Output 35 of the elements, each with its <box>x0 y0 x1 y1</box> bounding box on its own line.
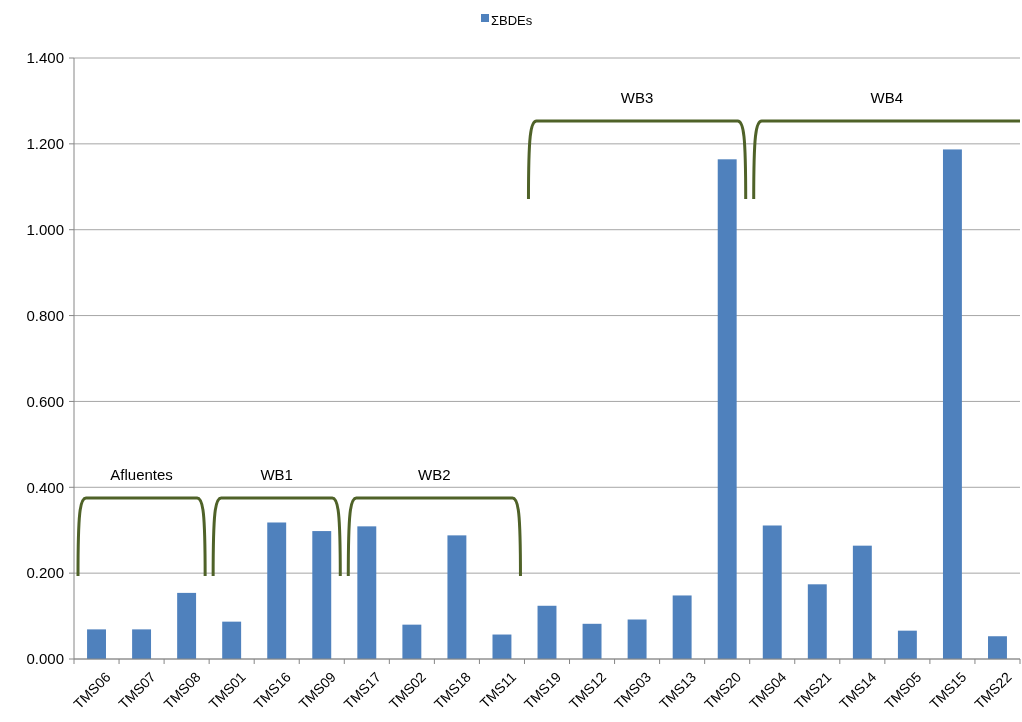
bar <box>717 159 737 659</box>
y-tick-label: 0.800 <box>26 306 64 324</box>
bar <box>177 592 197 659</box>
bar <box>402 624 422 659</box>
bar <box>762 525 782 659</box>
y-tick-label: 0.600 <box>26 392 64 410</box>
annotation: Afluentes <box>110 466 173 483</box>
bar <box>222 621 242 659</box>
bar <box>627 619 647 659</box>
annotation: WB4 <box>870 89 904 106</box>
y-tick-label: 1.400 <box>26 49 64 67</box>
annotation: WB3 <box>620 89 654 106</box>
annotation: WB2 <box>418 466 451 483</box>
bar <box>807 584 827 659</box>
bar <box>312 531 332 659</box>
bar <box>447 535 467 659</box>
annotation: WB1 <box>260 466 293 483</box>
bar <box>492 634 512 659</box>
bar <box>942 149 962 659</box>
bar <box>897 630 917 659</box>
y-tick-label: 0.200 <box>26 564 64 582</box>
bar <box>672 595 692 659</box>
bar <box>582 623 602 659</box>
y-tick-label: 1.000 <box>26 220 64 238</box>
bar <box>357 526 377 659</box>
y-tick-label: 0.000 <box>26 650 64 668</box>
legend-label: ΣBDEs <box>491 12 533 28</box>
bar <box>537 605 557 659</box>
y-tick-label: 0.400 <box>26 478 64 496</box>
bar <box>267 522 287 659</box>
bar <box>988 636 1007 659</box>
y-tick-label: 1.200 <box>26 135 64 153</box>
bar <box>132 629 152 659</box>
bar <box>852 545 872 659</box>
bar <box>87 629 106 659</box>
